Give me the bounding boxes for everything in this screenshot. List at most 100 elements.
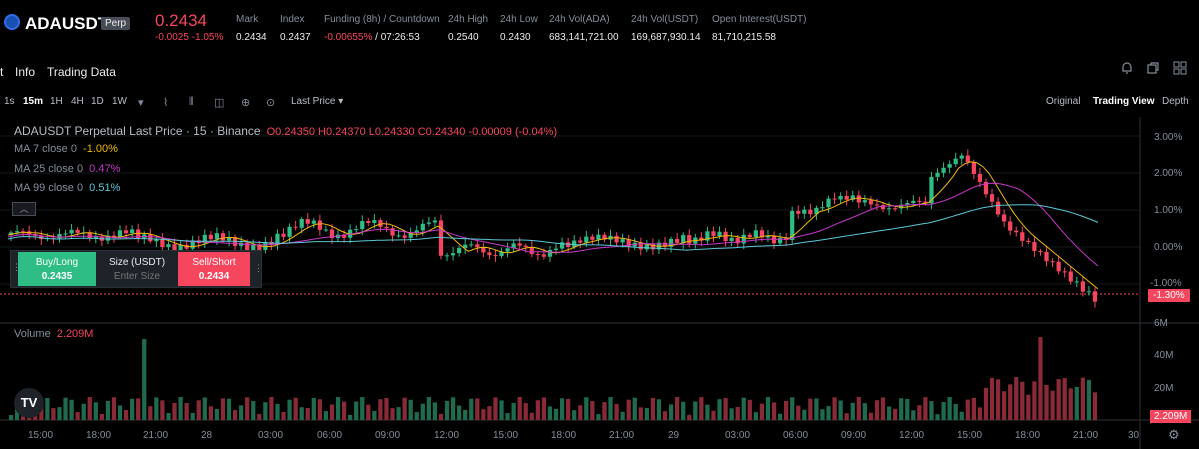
buy-label: Buy/Long <box>35 257 79 268</box>
grid-icon[interactable] <box>1173 61 1187 78</box>
ticker-header: ADAUSDT Perp 0.2434 -0.0025 -1.05% Mark … <box>0 0 1199 54</box>
ma7-label: MA 7 close 0 <box>14 143 77 155</box>
legend-ma99[interactable]: MA 99 close 0 0.51% <box>14 182 120 194</box>
tab-info[interactable]: Info <box>15 65 36 79</box>
volume-legend: Volume 2.209M <box>14 328 93 340</box>
copy-icon[interactable] <box>1146 61 1160 78</box>
legend-ma25[interactable]: MA 25 close 0 0.47% <box>14 163 120 175</box>
indicators-icon[interactable]: ⌇ <box>163 97 169 109</box>
interval-4h[interactable]: 4H <box>71 96 84 107</box>
funding-label[interactable]: Funding (8h) / Countdown <box>324 14 440 25</box>
ada-coin-icon <box>4 14 20 30</box>
size-box: Size (USDT) <box>98 252 176 286</box>
price-type-select[interactable]: Last Price ▾ <box>291 96 344 107</box>
price-axis-label: -1.00% <box>1150 278 1182 289</box>
time-axis-label: 29 <box>668 430 680 441</box>
symbol-name[interactable]: ADAUSDT <box>25 14 109 33</box>
index-value: 0.2437 <box>280 32 311 43</box>
perp-badge: Perp <box>101 17 131 30</box>
sell-short-button[interactable]: Sell/Short 0.2434 <box>178 252 250 286</box>
volume-value: 2.209M <box>56 328 94 340</box>
interval-15m[interactable]: 15m <box>23 96 44 107</box>
low-label: 24h Low <box>500 14 538 25</box>
index-label[interactable]: Index <box>280 14 305 25</box>
time-axis-label: 12:00 <box>434 430 460 441</box>
funding-rate: -0.00655% <box>324 32 373 43</box>
time-axis-label: 18:00 <box>551 430 577 441</box>
sell-label: Sell/Short <box>192 257 236 268</box>
tv-logo-icon[interactable]: TV <box>14 388 44 418</box>
vol-usdt-value: 169,687,930.14 <box>631 32 701 43</box>
vol-ada-label: 24h Vol(ADA) <box>549 14 610 25</box>
time-axis-label: 21:00 <box>609 430 635 441</box>
view-trading-view[interactable]: Trading View <box>1093 96 1155 107</box>
current-price-tag: -1.30% <box>1148 289 1190 302</box>
interval-1s[interactable]: 1s <box>4 96 15 107</box>
time-axis-label: 09:00 <box>841 430 867 441</box>
buy-long-button[interactable]: Buy/Long 0.2435 <box>18 252 96 286</box>
price-axis-label: 1.00% <box>1154 205 1183 216</box>
last-price: 0.2434 <box>155 11 207 30</box>
time-axis-label: 06:00 <box>783 430 809 441</box>
settings-icon[interactable]: ⚙ <box>1168 427 1180 442</box>
oi-label[interactable]: Open Interest(USDT) <box>712 14 807 25</box>
vol-usdt-label: 24h Vol(USDT) <box>631 14 699 25</box>
drag-handle-right-icon[interactable]: ⋮ <box>254 263 263 273</box>
volume-axis-label: 6M <box>1154 318 1168 329</box>
collapse-legend-icon[interactable]: ︿ <box>12 202 36 216</box>
price-type-label: Last Price <box>291 96 336 107</box>
time-axis-label: 15:00 <box>493 430 519 441</box>
bell-icon[interactable] <box>1120 61 1134 78</box>
tab-trading-data[interactable]: Trading Data <box>47 65 116 79</box>
price-axis-label: 3.00% <box>1154 132 1183 143</box>
high-value: 0.2540 <box>448 32 479 43</box>
view-depth[interactable]: Depth <box>1162 96 1189 107</box>
time-axis-label: 03:00 <box>725 430 751 441</box>
ma25-value: 0.47% <box>89 163 121 175</box>
volume-label: Volume <box>14 328 51 340</box>
time-axis-label: 21:00 <box>1073 430 1099 441</box>
tab-chart-partial[interactable]: t <box>0 65 4 79</box>
ma99-label: MA 99 close 0 <box>14 182 84 194</box>
time-axis-label: 18:00 <box>86 430 112 441</box>
price-chart[interactable] <box>0 117 1199 449</box>
ma99-value: 0.51% <box>89 182 121 194</box>
vol-ada-value: 683,141,721.00 <box>549 32 619 43</box>
price-axis-label: 0.00% <box>1154 242 1183 253</box>
time-axis-label: 03:00 <box>258 430 284 441</box>
time-axis-label: 15:00 <box>28 430 54 441</box>
time-axis-label: 30 <box>1128 430 1140 441</box>
settings-circle-icon[interactable]: ⊙ <box>266 97 276 109</box>
mark-label: Mark <box>236 14 259 25</box>
crosshair-icon[interactable]: ⊕ <box>241 97 251 109</box>
volume-axis-label: 40M <box>1154 350 1174 361</box>
view-original[interactable]: Original <box>1046 96 1081 107</box>
sell-price: 0.2434 <box>198 271 230 282</box>
size-input[interactable] <box>102 271 172 282</box>
interval-1d[interactable]: 1D <box>91 96 104 107</box>
drag-handle-icon[interactable]: ⋮ <box>12 262 21 272</box>
time-axis-label: 21:00 <box>143 430 169 441</box>
price-axis-label: 2.00% <box>1154 168 1183 179</box>
time-axis-label: 06:00 <box>317 430 343 441</box>
volume-tag: 2.209M <box>1150 410 1192 423</box>
volume-axis-label: 20M <box>1154 383 1174 394</box>
time-axis-label: 12:00 <box>899 430 925 441</box>
interval-1w[interactable]: 1W <box>112 96 127 107</box>
time-axis-label: 09:00 <box>375 430 401 441</box>
candle-type-icon[interactable]: ⫴ <box>189 96 194 108</box>
camera-icon[interactable]: ◫ <box>214 97 225 109</box>
interval-1h[interactable]: 1H <box>50 96 63 107</box>
time-axis-label: 28 <box>201 430 213 441</box>
legend-title-row: ADAUSDT Perpetual Last Price · 15 · Bina… <box>14 124 557 138</box>
chevron-down-icon[interactable]: ▾ <box>138 97 144 109</box>
ma25-label: MA 25 close 0 <box>14 163 84 175</box>
funding-countdown: / 07:26:53 <box>375 32 420 43</box>
mark-value: 0.2434 <box>236 32 267 43</box>
legend-title: ADAUSDT Perpetual Last Price · 15 · Bina… <box>14 124 261 138</box>
time-axis-label: 15:00 <box>957 430 983 441</box>
legend-ma7[interactable]: MA 7 close 0 -1.00% <box>14 143 118 155</box>
price-change: -0.0025 -1.05% <box>155 32 224 43</box>
buy-price: 0.2435 <box>41 271 73 282</box>
funding-value: -0.00655% / 07:26:53 <box>324 32 420 43</box>
